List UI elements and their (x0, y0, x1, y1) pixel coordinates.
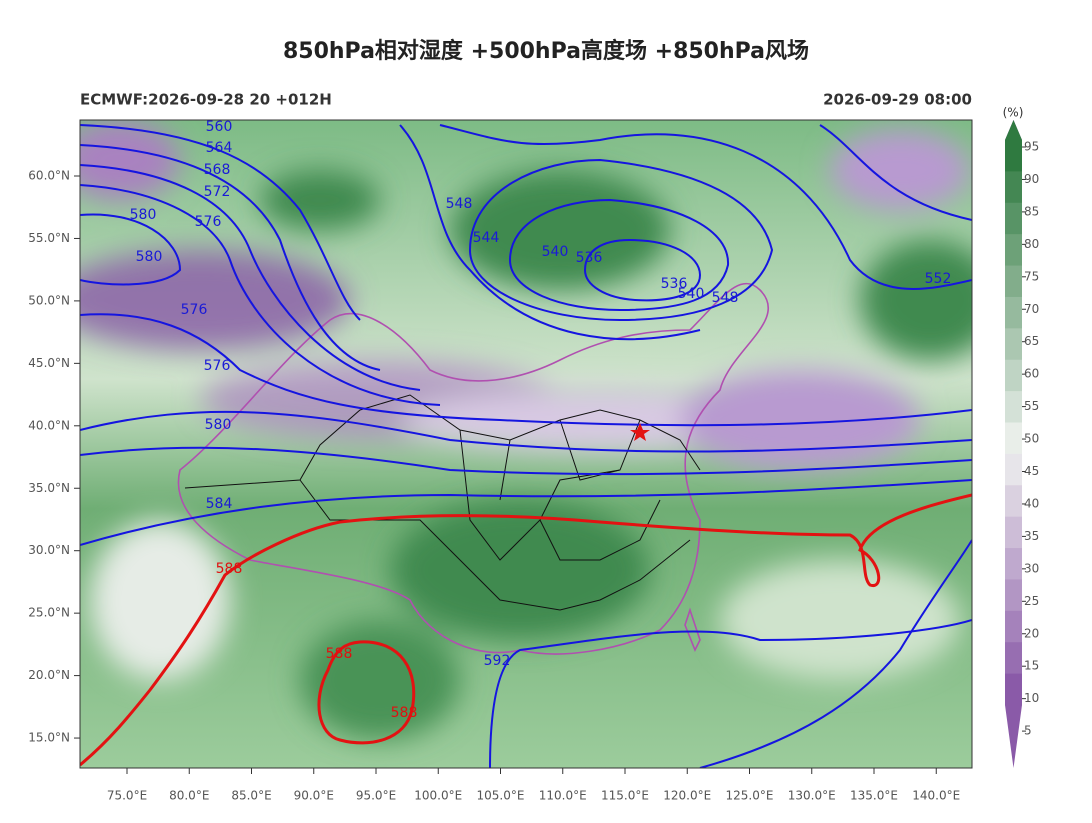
colorbar-segment (1005, 516, 1022, 549)
height-contour-label: 572 (204, 184, 231, 200)
colorbar-segment (1005, 234, 1022, 267)
height-contour-label: 540 (678, 286, 705, 302)
colorbar-segment (1005, 328, 1022, 361)
colorbar-tick-label: 20 (1024, 626, 1039, 640)
lon-tick-label: 125.0°E (726, 789, 774, 803)
colorbar-tick-label: 75 (1024, 269, 1039, 283)
colorbar-tick-label: 55 (1024, 399, 1039, 413)
height-contour-label: 580 (130, 207, 157, 223)
lon-tick-label: 100.0°E (414, 789, 462, 803)
lon-tick-label: 140.0°E (912, 789, 960, 803)
colorbar-segment (1005, 202, 1022, 235)
colorbar-segment (1005, 579, 1022, 612)
height-contour-label: 592 (484, 653, 511, 669)
colorbar-tick-label: 65 (1024, 334, 1039, 348)
lat-tick-label: 25.0°N (28, 606, 70, 620)
height-contour-label: 548 (712, 290, 739, 306)
height-contour-label: 560 (206, 119, 233, 135)
height-contour-label: 576 (204, 358, 231, 374)
colorbar-segment (1005, 548, 1022, 580)
colorbar-tick-label: 80 (1024, 237, 1039, 251)
map-field (80, 120, 972, 768)
colorbar-tick-label: 15 (1024, 659, 1039, 673)
height-contour-label: 544 (473, 230, 500, 246)
colorbar-tick-label: 50 (1024, 432, 1039, 446)
lon-tick-label: 115.0°E (601, 789, 649, 803)
colorbar-tick-label: 85 (1024, 204, 1039, 218)
height-contour-label: 552 (925, 271, 952, 287)
title: 850hPa相对湿度 +500hPa高度场 +850hPa风场 (283, 38, 809, 64)
height-contour-label: 536 (576, 250, 603, 266)
colorbar-tick-label: 90 (1024, 172, 1039, 186)
map-frame (79, 119, 973, 769)
colorbar-segment (1005, 453, 1022, 486)
colorbar-tick-label: 25 (1024, 594, 1039, 608)
lon-tick-label: 105.0°E (477, 789, 525, 803)
lon-tick-label: 120.0°E (663, 789, 711, 803)
ridge-contour-label: 588 (326, 646, 353, 662)
height-contour-label: 576 (181, 302, 208, 318)
lon-tick-label: 110.0°E (539, 789, 587, 803)
height-contour-label: 564 (206, 140, 233, 156)
colorbar-segment (1005, 296, 1022, 329)
colorbar-segment (1005, 485, 1022, 518)
colorbar-segment (1005, 610, 1022, 643)
colorbar-segment (1005, 673, 1022, 706)
colorbar-segment (1005, 642, 1022, 675)
colorbar-segment (1005, 359, 1022, 392)
lon-tick-label: 130.0°E (788, 789, 836, 803)
lat-tick-label: 60.0°N (28, 169, 70, 183)
valid-time: 2026-09-29 08:00 (823, 91, 972, 109)
lon-tick-label: 75.0°E (107, 789, 147, 803)
lat-tick-label: 50.0°N (28, 293, 70, 307)
height-contour-label: 580 (136, 249, 163, 265)
colorbar-unit: (%) (1003, 106, 1024, 120)
colorbar-tick-label: 35 (1024, 529, 1039, 543)
lat-tick-label: 40.0°N (28, 418, 70, 432)
height-contour-label: 584 (206, 496, 233, 512)
height-contour-label: 580 (205, 417, 232, 433)
colorbar-segment (1005, 171, 1022, 204)
model-run: ECMWF:2026-09-28 20 +012H (80, 91, 332, 109)
ridge-contour-label: 588 (216, 561, 243, 577)
height-contour-label: 540 (542, 244, 569, 260)
colorbar-segment (1005, 391, 1022, 423)
ridge-contour-label: 588 (391, 705, 418, 721)
colorbar-segment (1005, 265, 1022, 298)
height-contour-label: 536 (661, 276, 688, 292)
lon-tick-label: 95.0°E (356, 789, 396, 803)
lon-tick-label: 135.0°E (850, 789, 898, 803)
colorbar-segment (1005, 140, 1022, 172)
lon-tick-label: 85.0°E (231, 789, 271, 803)
colorbar-tick-label: 5 (1024, 724, 1032, 738)
lat-tick-label: 30.0°N (28, 543, 70, 557)
colorbar-tick-label: 45 (1024, 464, 1039, 478)
height-contour-label: 568 (204, 162, 231, 178)
colorbar-tick-label: 60 (1024, 367, 1039, 381)
colorbar-tick-label: 30 (1024, 561, 1039, 575)
colorbar-tick-label: 10 (1024, 691, 1039, 705)
colorbar-tick-label: 70 (1024, 302, 1039, 316)
lat-tick-label: 35.0°N (28, 481, 70, 495)
lat-tick-label: 55.0°N (28, 231, 70, 245)
lon-tick-label: 80.0°E (169, 789, 209, 803)
lon-tick-label: 90.0°E (294, 789, 334, 803)
lat-tick-label: 20.0°N (28, 668, 70, 682)
lat-tick-label: 45.0°N (28, 356, 70, 370)
height-contour-label: 576 (195, 214, 222, 230)
colorbar-segment (1005, 422, 1022, 455)
lat-tick-label: 15.0°N (28, 731, 70, 745)
colorbar-tick-label: 95 (1024, 140, 1039, 154)
height-contour-label: 548 (446, 196, 473, 212)
colorbar-tick-label: 40 (1024, 496, 1039, 510)
